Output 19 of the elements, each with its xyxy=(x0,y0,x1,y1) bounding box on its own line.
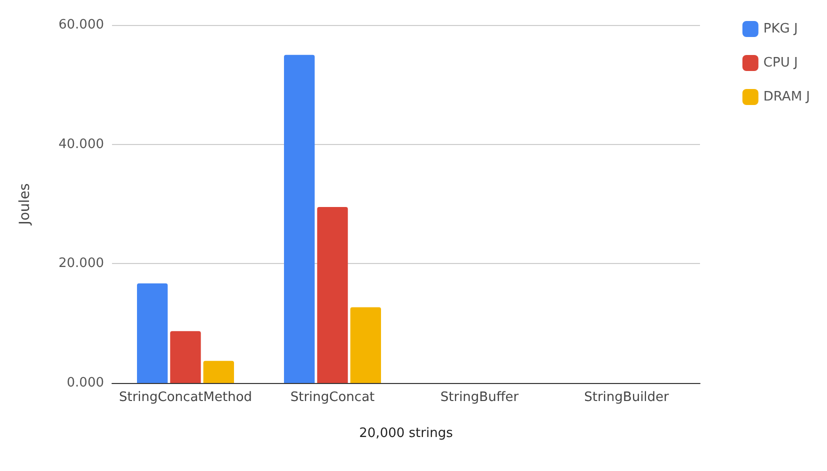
bar xyxy=(284,54,315,383)
y-tick-label: 20.000 xyxy=(58,256,104,272)
y-axis-title: Joules xyxy=(17,183,33,226)
x-tick-label: StringConcat xyxy=(290,390,375,405)
x-tick-label: StringConcatMethod xyxy=(118,390,252,405)
legend-label: DRAM J xyxy=(763,90,810,104)
bar xyxy=(350,307,382,383)
bar xyxy=(136,283,168,383)
bar xyxy=(203,360,234,383)
x-axis-title: 20,000 strings xyxy=(359,426,454,441)
y-tick-label: 0.000 xyxy=(66,376,104,390)
legend-label: PKG J xyxy=(763,22,798,36)
y-tick-label: 40.000 xyxy=(58,136,104,152)
x-tick-label: StringBuilder xyxy=(584,390,670,405)
y-tick-label: 60.000 xyxy=(58,18,104,32)
x-tick-label: StringBuffer xyxy=(440,390,520,405)
bar xyxy=(317,206,348,383)
bar xyxy=(170,331,201,383)
legend-label: CPU J xyxy=(763,56,798,70)
